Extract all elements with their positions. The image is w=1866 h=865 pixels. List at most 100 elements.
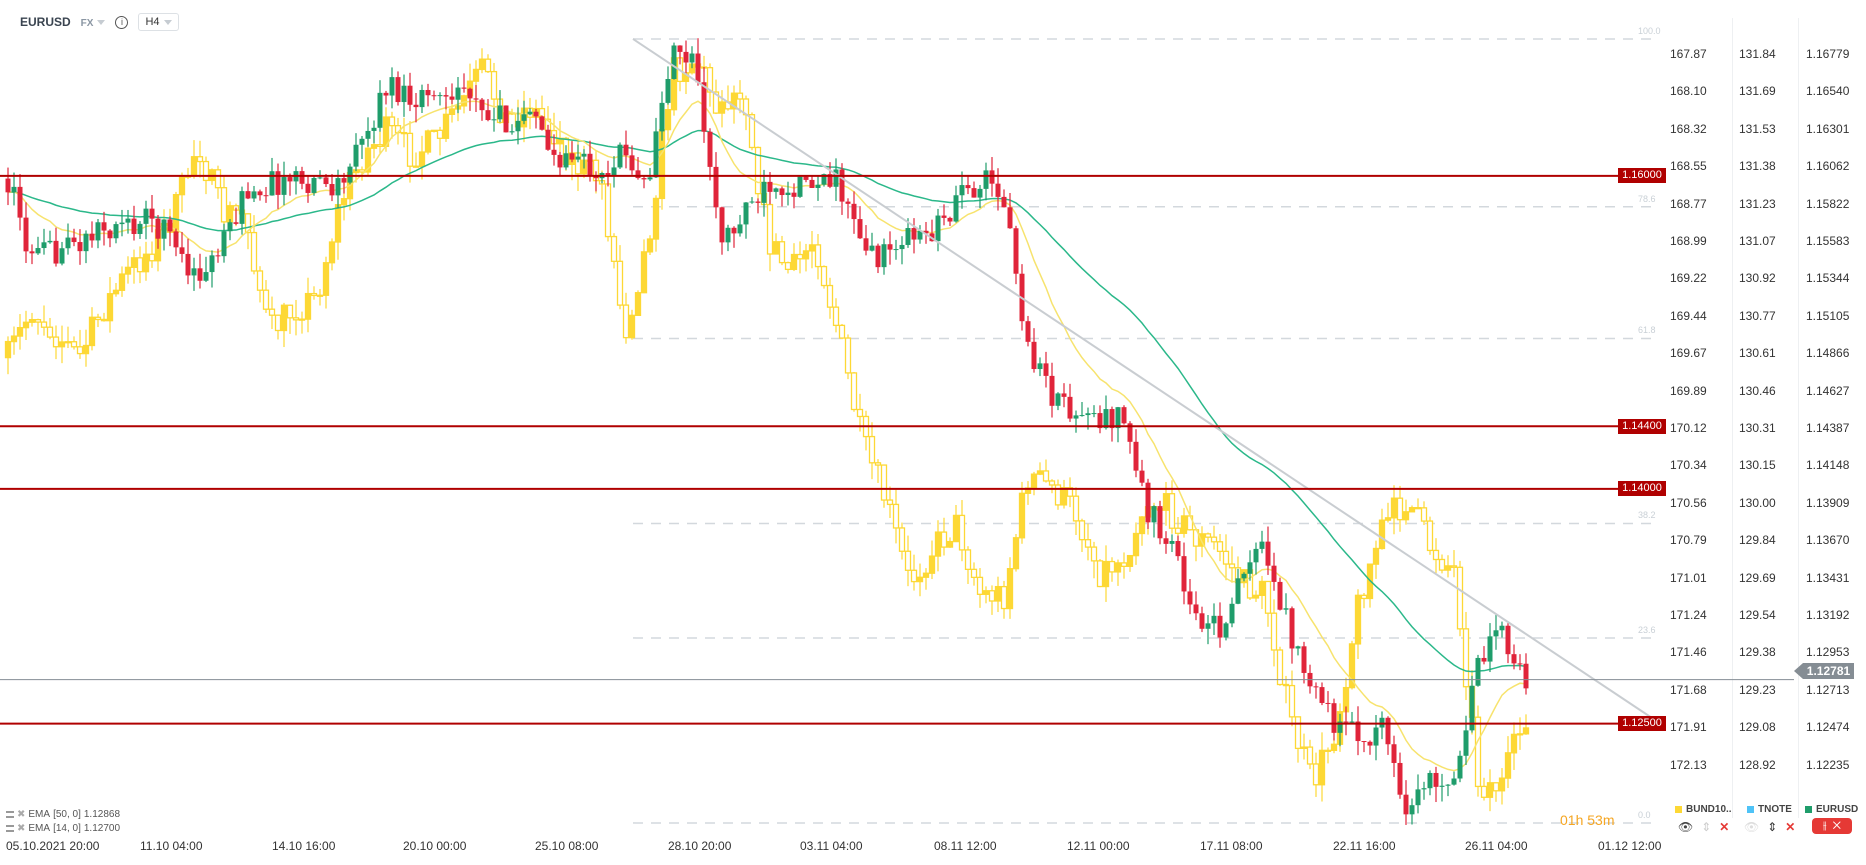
info-icon[interactable]: i (115, 15, 129, 29)
eurusd-candle (191, 268, 197, 276)
bund-candle (856, 408, 864, 418)
eurusd-candle (179, 247, 185, 254)
bund-candle (70, 341, 78, 348)
eurusd-candle (263, 195, 269, 197)
bund-candle (22, 321, 30, 329)
left-axis-tick: 171.91 (1670, 720, 1707, 735)
eurusd-candle (821, 174, 827, 185)
eurusd-candle (515, 120, 521, 132)
eurusd-candle (857, 219, 863, 239)
eurusd-candle (155, 218, 161, 239)
eurusd-candle (95, 222, 101, 241)
eurusd-candle (383, 92, 389, 96)
eurusd-candle (431, 95, 437, 97)
bund-candle (400, 131, 408, 135)
eurusd-candle (1223, 623, 1229, 638)
bund-candle (886, 499, 894, 506)
settings-icon[interactable] (6, 811, 14, 818)
bund-candle (1096, 560, 1104, 588)
bund-candle (1090, 546, 1098, 562)
eurusd-candle (479, 99, 485, 111)
bund-candle (1402, 511, 1410, 521)
eurusd-candle (185, 253, 191, 276)
level-price-label[interactable]: 1.14000 (1618, 481, 1666, 497)
eurusd-candle (503, 105, 509, 133)
bund-candle (304, 292, 312, 320)
eurusd-candle (311, 178, 317, 193)
settings-icon[interactable] (6, 825, 14, 832)
bund-candle (748, 114, 756, 149)
eurusd-candle (47, 240, 53, 243)
level-price-label[interactable]: 1.12500 (1618, 716, 1666, 732)
eurusd-candle (305, 183, 311, 193)
eye-icon[interactable]: 👁 (1678, 820, 1694, 834)
bund-candle (844, 337, 852, 374)
fib-level-label: 23.6 (1638, 624, 1656, 635)
eurusd-candle (707, 131, 713, 167)
eurusd-candle (137, 223, 143, 234)
eurusd-candle (1199, 613, 1205, 629)
eurusd-candle (1367, 741, 1373, 746)
eurusd-candle (1337, 721, 1343, 733)
symbol-name[interactable]: EURUSD (20, 15, 71, 29)
eurusd-candle (1265, 541, 1271, 566)
bund-candle (1276, 649, 1284, 686)
legend-label: BUND10.. (1686, 804, 1732, 815)
eurusd-candle (203, 272, 209, 281)
eurusd-candle (1163, 538, 1169, 544)
bund-candle (1294, 716, 1302, 750)
bund-candle (58, 341, 66, 348)
trend-line (632, 38, 1656, 721)
eurusd-candle (1121, 407, 1127, 424)
middle-axis-tick: 129.23 (1739, 682, 1776, 697)
eurusd-candle (1145, 482, 1151, 523)
reorder-icon[interactable]: ⇕ (1701, 820, 1712, 834)
close-icon[interactable]: ✕ (1785, 820, 1796, 834)
close-icon[interactable]: ✖ (17, 823, 26, 834)
left-axis-tick: 169.67 (1670, 346, 1707, 361)
eurusd-candle (779, 188, 785, 196)
legend-eurusd: EURUSD (1805, 804, 1858, 815)
bund-candle (52, 336, 60, 348)
ema-50-line (7, 129, 1527, 673)
bund-candle (1288, 684, 1296, 718)
eurusd-candle (887, 244, 893, 250)
market-dropdown[interactable]: FX (81, 15, 106, 29)
eurusd-candle (725, 227, 731, 243)
level-price-label[interactable]: 1.16000 (1618, 168, 1666, 184)
legend-label: EURUSD (1816, 804, 1859, 815)
eurusd-candle (1457, 755, 1463, 779)
timeframe-dropdown[interactable]: H4 (138, 13, 179, 31)
eurusd-candle (629, 155, 635, 171)
eurusd-candle (689, 53, 695, 63)
eurusd-chart-type-button[interactable]: ⫲ ✕ (1812, 818, 1852, 834)
close-icon[interactable]: ✕ (1719, 820, 1730, 834)
bund-candle (1462, 628, 1470, 688)
bund-candle (106, 293, 114, 322)
bund-candle (1132, 532, 1140, 557)
eurusd-candle (1301, 646, 1307, 673)
eurusd-candle (569, 153, 575, 160)
bund-candle (820, 265, 828, 287)
eurusd-candle (1409, 805, 1415, 815)
left-axis-tick: 167.87 (1670, 47, 1707, 61)
close-icon[interactable]: ✖ (17, 809, 26, 820)
bund-candle (1306, 746, 1314, 765)
level-price-label[interactable]: 1.14400 (1618, 418, 1666, 434)
eurusd-candle (1115, 407, 1121, 429)
eurusd-candle (677, 45, 683, 52)
eurusd-candle (413, 104, 419, 108)
close-icon[interactable]: ✕ (1832, 820, 1842, 832)
right-axis-tick: 1.12474 (1806, 720, 1850, 735)
bund-candle (1450, 565, 1458, 568)
eurusd-candle (161, 219, 167, 239)
reorder-icon[interactable]: ⇕ (1767, 820, 1778, 834)
bund-candle (664, 109, 672, 131)
time-axis-label: 05.10.2021 20:00 (6, 839, 100, 853)
bund-candle (424, 130, 432, 153)
bund-candle (994, 585, 1002, 602)
eurusd-candle (437, 95, 443, 97)
eurusd-candle (797, 176, 803, 197)
eye-icon[interactable]: 👁 (1744, 820, 1760, 834)
